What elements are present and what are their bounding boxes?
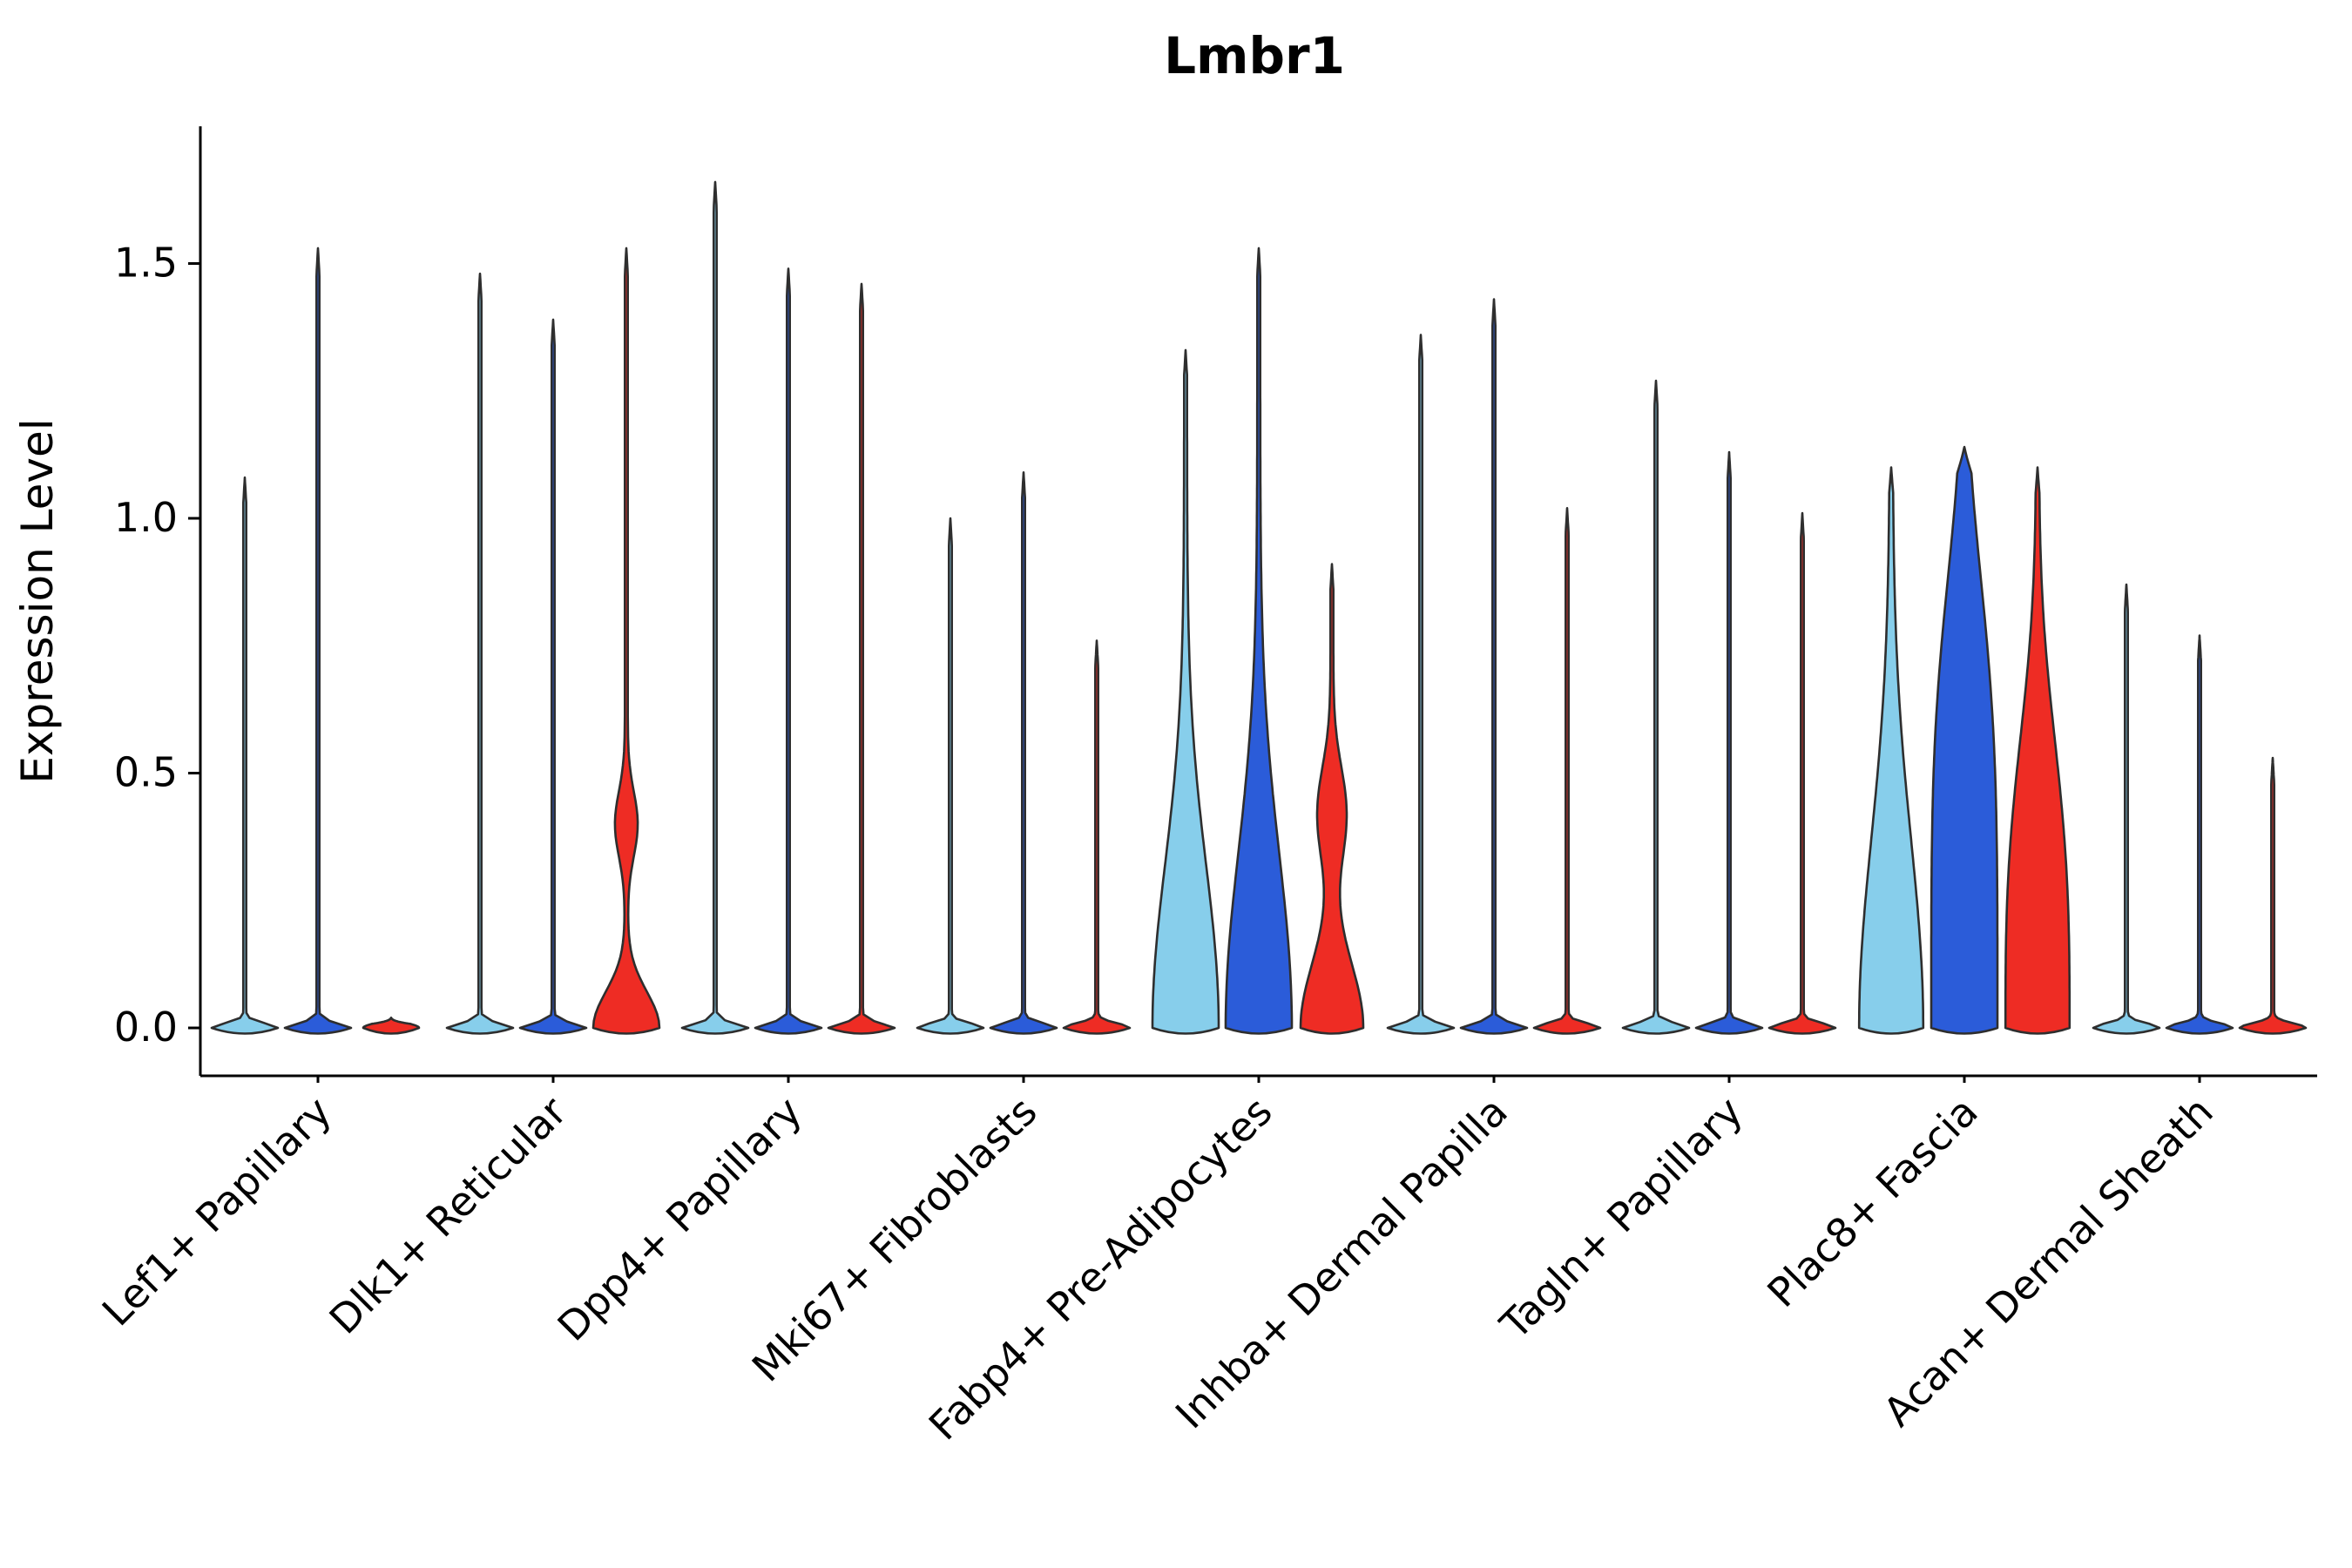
violin-path	[1224, 247, 1294, 1035]
violin-path	[1062, 639, 1132, 1035]
violin-path	[1621, 379, 1691, 1035]
violin-path	[989, 471, 1058, 1035]
violin-path	[2004, 466, 2072, 1035]
violin-path	[1857, 466, 1925, 1035]
violin-path	[2092, 583, 2161, 1035]
violin-path	[362, 1017, 421, 1035]
x-tick-label: Plac8+ Fascia	[1758, 1088, 1986, 1316]
violin-path	[754, 267, 823, 1035]
x-tick-label: Tagln+ Papillary	[1490, 1088, 1752, 1349]
violin-path	[210, 476, 280, 1035]
y-tick-label: 1.5	[114, 240, 178, 287]
violin-path	[445, 272, 515, 1035]
violin-path	[1299, 563, 1365, 1035]
chart-title: Lmbr1	[1164, 26, 1345, 85]
violin-path	[2165, 634, 2234, 1035]
y-axis-label: Expression Level	[12, 418, 63, 783]
violin-path	[2238, 756, 2308, 1035]
violin-path	[1151, 348, 1220, 1035]
violin-path	[1532, 507, 1602, 1035]
x-tick-label: Dlk1+ Reticular	[321, 1088, 576, 1343]
x-tick-label: Dpp4+ Papillary	[549, 1088, 811, 1350]
x-tick-label: Lef1+ Papillary	[93, 1088, 341, 1335]
violin-path	[591, 247, 661, 1035]
violin-path	[283, 247, 353, 1035]
violin-path	[1459, 298, 1529, 1035]
violin-path	[680, 180, 750, 1035]
violin-path	[1930, 445, 1999, 1035]
violin-path	[518, 318, 588, 1035]
violin-path	[1694, 450, 1764, 1035]
y-tick-label: 0.0	[114, 1004, 178, 1051]
violin-path	[916, 517, 985, 1035]
y-tick-label: 0.5	[114, 749, 178, 796]
violin-path	[1386, 334, 1456, 1035]
y-tick-label: 1.0	[114, 494, 178, 541]
violin-path	[827, 282, 896, 1035]
violin-path	[1767, 511, 1837, 1035]
